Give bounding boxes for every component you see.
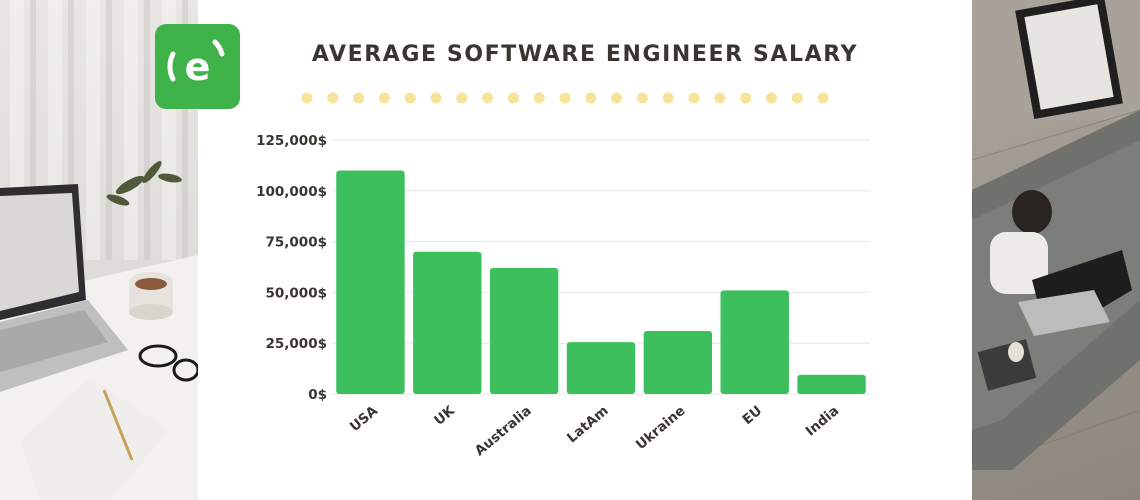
x-tick-label: EU [740, 403, 766, 428]
decorative-dot [430, 92, 442, 104]
y-tick-label: 50,000$ [266, 285, 328, 301]
decorative-dot [585, 92, 597, 104]
bar-usa [336, 170, 405, 394]
bar-eu [720, 290, 789, 394]
decorative-dot [533, 92, 545, 104]
decorative-dot [482, 92, 494, 104]
bar-ukraine [643, 331, 713, 394]
decorative-dot [378, 92, 390, 104]
decorative-dots [301, 92, 829, 104]
bar-uk [413, 251, 482, 394]
x-axis-labels: USA UK Australia LatAm Ukraine EU India [347, 402, 842, 459]
bar-latam [566, 342, 636, 394]
decorative-dot [791, 92, 803, 104]
decorative-dot [817, 92, 829, 104]
decorative-dot [404, 92, 416, 104]
decorative-dot [765, 92, 777, 104]
chart-card [198, 0, 972, 500]
x-tick-label: India [803, 403, 842, 440]
x-tick-label: USA [347, 402, 382, 435]
decorative-dot [740, 92, 752, 104]
decorative-dot [662, 92, 674, 104]
decorative-dot [714, 92, 726, 104]
decorative-dot [636, 92, 648, 104]
x-tick-label: Australia [472, 403, 535, 459]
y-tick-label: 25,000$ [266, 336, 328, 352]
y-tick-label: 75,000$ [266, 235, 328, 251]
decorative-dot [456, 92, 468, 104]
x-tick-label: Ukraine [633, 403, 689, 453]
y-tick-label: 0$ [308, 387, 327, 403]
logo-arc-top-icon [212, 39, 225, 57]
y-tick-label: 125,000$ [256, 133, 327, 149]
logo-arc-left-icon [167, 51, 176, 82]
decorative-dot [507, 92, 519, 104]
workspace-photo-right [972, 0, 1140, 500]
decorative-dot [559, 92, 571, 104]
decorative-dot [688, 92, 700, 104]
decorative-dot [301, 92, 313, 104]
bar-india [797, 374, 866, 394]
bars [336, 170, 866, 394]
y-tick-label: 100,000$ [256, 184, 327, 200]
decorative-dot [353, 92, 365, 104]
x-tick-label: UK [431, 402, 458, 428]
decorative-dot [611, 92, 623, 104]
chart-title: AVERAGE SOFTWARE ENGINEER SALARY [311, 42, 859, 67]
y-axis-ticks: 0$ 25,000$ 50,000$ 75,000$ 100,000$ 125,000$ [256, 133, 327, 403]
company-logo[interactable]: e [155, 24, 240, 109]
decorative-dot [327, 92, 339, 104]
bar-australia [489, 268, 559, 394]
x-tick-label: LatAm [564, 403, 612, 447]
logo-letter: e [185, 45, 211, 89]
